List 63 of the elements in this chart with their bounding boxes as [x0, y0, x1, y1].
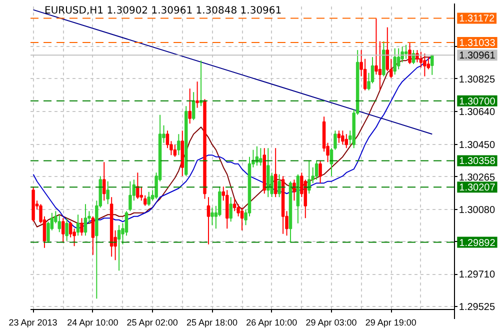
- candlestick: [91, 216, 95, 256]
- candlestick: [240, 207, 244, 231]
- candlestick: [423, 53, 426, 77]
- candlestick: [314, 160, 318, 180]
- candlestick: [177, 134, 180, 156]
- candlestick: [430, 54, 434, 76]
- x-tick-label: 25 Apr 02:00: [126, 318, 178, 328]
- candlestick: [76, 214, 80, 236]
- candlestick: [404, 44, 408, 60]
- candlestick: [318, 160, 322, 184]
- chart-title: EURUSD,H1 1.30902 1.30961 1.30848 1.30961: [44, 6, 282, 16]
- candlestick: [408, 42, 412, 65]
- candlestick: [210, 207, 214, 226]
- x-tick-label: 26 Apr 10:00: [246, 318, 298, 328]
- x-tick-label: 23 Apr 2013: [8, 318, 58, 328]
- candlestick: [102, 162, 106, 202]
- y-tick-label: 1.30825: [458, 74, 496, 86]
- candlestick: [188, 88, 192, 124]
- y-tick-label: 1.30265: [458, 172, 496, 184]
- candlestick: [117, 224, 121, 272]
- candlestick: [426, 56, 430, 70]
- candlestick: [80, 218, 84, 236]
- candlestick: [278, 174, 281, 198]
- ref-line-label: 1.31172: [459, 14, 495, 25]
- ref-line-label: 1.30358: [459, 156, 496, 168]
- ref-line-label: 1.30207: [459, 182, 496, 194]
- candlestick: [259, 148, 262, 166]
- y-tick-label: 1.30640: [458, 106, 496, 118]
- candlestick: [393, 48, 396, 76]
- candlestick: [232, 198, 236, 212]
- candlestick: [106, 180, 110, 205]
- x-tick-label: 29 Apr 03:00: [306, 318, 357, 328]
- candlestick: [65, 218, 68, 242]
- x-tick-label: 24 Apr 10:00: [67, 318, 118, 328]
- candlestick: [136, 172, 140, 200]
- candlestick: [396, 48, 400, 70]
- y-tick-label: 1.30080: [458, 204, 496, 216]
- candlestick: [344, 134, 348, 149]
- ref-line-label: 1.30700: [459, 96, 496, 108]
- candlestick: [84, 204, 88, 236]
- candlestick: [128, 180, 132, 212]
- x-tick-label: 29 Apr 19:00: [365, 318, 416, 328]
- candlestick: [68, 221, 72, 238]
- candlestick: [337, 130, 341, 144]
- candlestick: [58, 214, 62, 233]
- candlestick: [173, 144, 177, 158]
- candlestick: [206, 196, 210, 245]
- candlestick: [229, 196, 232, 222]
- candlestick: [292, 179, 296, 202]
- candlestick: [196, 81, 199, 108]
- candlestick: [147, 191, 150, 206]
- ref-line-label: 1.31033: [459, 38, 496, 50]
- candlestick: [341, 130, 344, 146]
- candlestick: [226, 190, 229, 230]
- ref-line-label: 1.30961: [459, 50, 496, 62]
- x-tick-label: 25 Apr 18:00: [186, 318, 238, 328]
- y-tick-label: 1.29525: [458, 302, 496, 314]
- ref-line-label: 1.29892: [459, 238, 496, 249]
- y-tick-label: 1.30450: [458, 140, 496, 152]
- candlestick: [274, 148, 278, 198]
- y-tick-label: 1.29710: [458, 270, 496, 281]
- candlestick: [61, 218, 65, 244]
- candlestick: [378, 40, 382, 91]
